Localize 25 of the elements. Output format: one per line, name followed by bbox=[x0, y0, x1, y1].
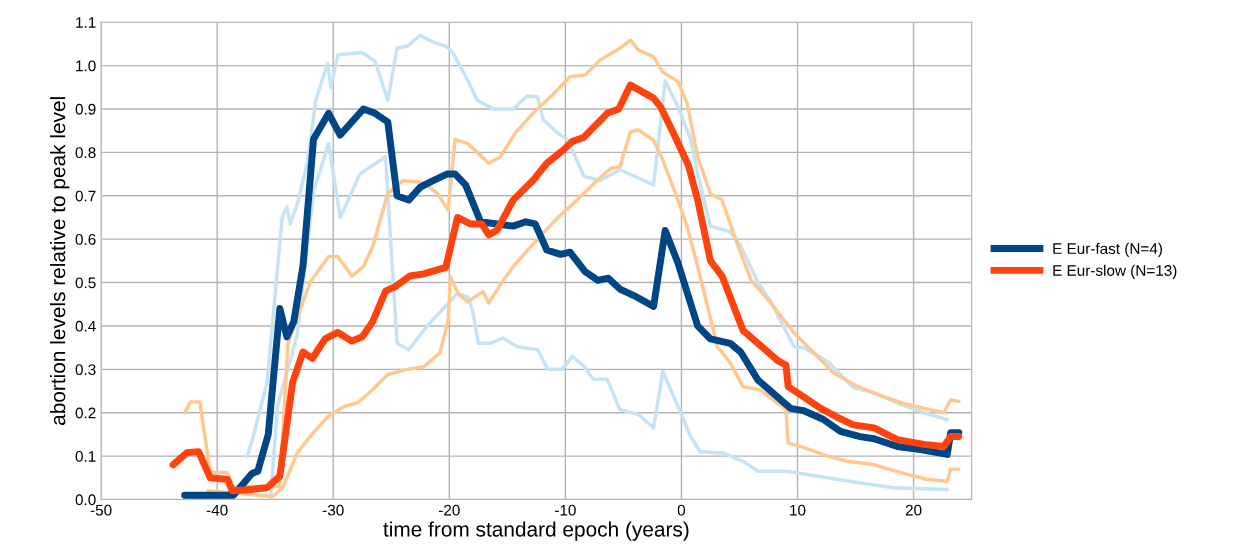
y-axis-title: abortion levels relative to peak level bbox=[50, 97, 70, 425]
line-series bbox=[245, 33, 949, 458]
y-tick-label: 0.7 bbox=[75, 190, 96, 202]
y-tick-label: 0.8 bbox=[75, 147, 96, 159]
y-tick-label: 0.4 bbox=[75, 320, 96, 332]
y-tick-label: 0.1 bbox=[75, 450, 96, 462]
x-axis-title: time from standard epoch (years) bbox=[383, 521, 689, 541]
x-tick-label: 20 bbox=[905, 504, 922, 516]
y-tick-label: 0.0 bbox=[75, 494, 96, 506]
x-tick-label: -30 bbox=[322, 504, 344, 516]
y-tick-label: 0.2 bbox=[75, 407, 96, 419]
y-tick-label: 0.3 bbox=[75, 364, 96, 376]
x-tick-label: -50 bbox=[90, 504, 112, 516]
y-tick-label: 0.6 bbox=[75, 234, 96, 245]
x-tick-label: 0 bbox=[677, 504, 686, 516]
x-tick-label: -20 bbox=[438, 504, 460, 516]
y-tick-label: 1.0 bbox=[76, 60, 96, 72]
x-tick-label: -40 bbox=[206, 504, 228, 516]
y-tick-label: 0.5 bbox=[75, 277, 96, 289]
x-tick-label: 10 bbox=[790, 504, 806, 516]
x-tick-label: -10 bbox=[555, 504, 576, 516]
y-tick-label: 0.9 bbox=[75, 103, 96, 115]
legend-label: E Eur-slow (N=13) bbox=[1053, 264, 1177, 279]
legend-label: E Eur-fast (N=4) bbox=[1053, 242, 1162, 258]
y-tick-label: 1.1 bbox=[76, 17, 96, 28]
